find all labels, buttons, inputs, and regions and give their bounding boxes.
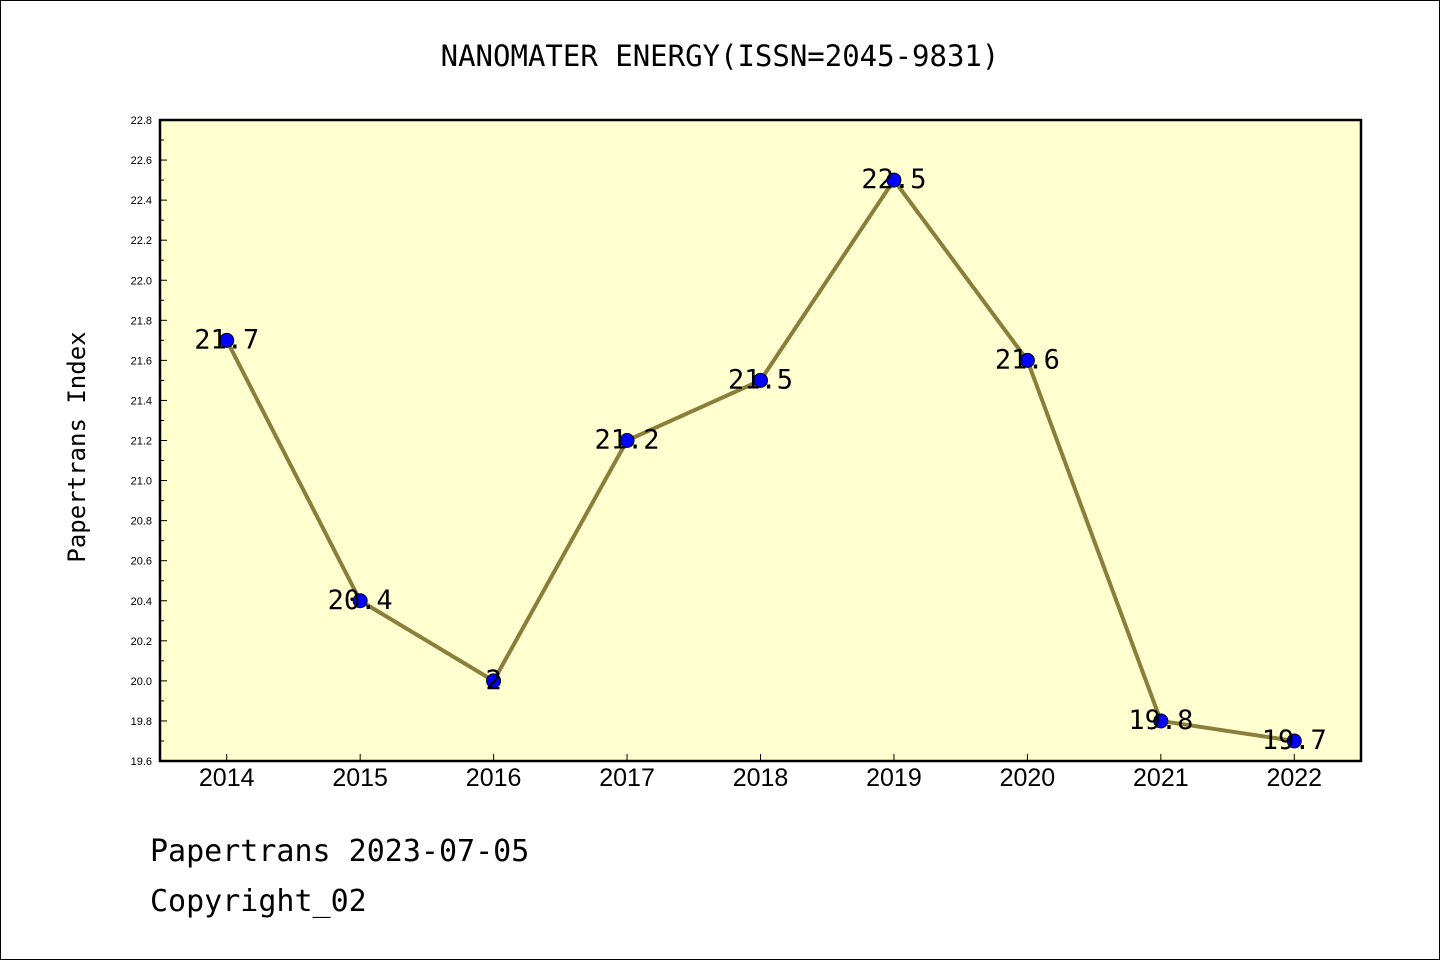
x-tick-label: 2016 xyxy=(466,764,522,792)
data-point xyxy=(619,433,635,448)
data-label: 21.7 xyxy=(194,324,259,355)
data-point xyxy=(352,593,368,609)
chart-title: NANOMATER ENERGY(ISSN=2045-9831) xyxy=(441,39,1000,73)
x-tick-label: 2014 xyxy=(199,764,255,792)
y-tick-label: 22.6 xyxy=(131,155,152,167)
data-point xyxy=(486,673,502,689)
y-tick-label: 21.0 xyxy=(131,476,152,488)
x-tick-label: 2019 xyxy=(866,764,922,792)
x-tick-label: 2021 xyxy=(1133,764,1189,792)
data-markers xyxy=(219,172,1302,749)
plot-background xyxy=(160,120,1361,761)
y-axis-label: Papertrans Index xyxy=(63,331,91,562)
data-labels: 21.7 20.4 2 21.2 21.5 22.5 21.6 19.8 19.7 xyxy=(194,164,1327,756)
x-tick-label: 2018 xyxy=(733,764,789,792)
y-tick-label: 22.8 xyxy=(131,115,152,127)
y-tick-label: 22.2 xyxy=(131,235,152,247)
y-tick-label: 20.4 xyxy=(131,596,152,608)
y-tick-label: 20.8 xyxy=(131,516,152,528)
y-tick-label: 19.8 xyxy=(131,716,152,728)
data-label: 2 xyxy=(485,665,501,696)
x-tick-label: 2020 xyxy=(1000,764,1056,792)
y-tick-label: 20.6 xyxy=(131,556,152,568)
data-point xyxy=(1019,352,1035,368)
y-tick-label: 22.4 xyxy=(131,195,152,207)
y-tick-label: 21.2 xyxy=(131,436,152,448)
data-point xyxy=(219,332,235,348)
data-label: 19.7 xyxy=(1262,725,1327,756)
data-label: 20.4 xyxy=(328,585,393,616)
x-tick-label: 2017 xyxy=(599,764,655,792)
x-tick-label: 2015 xyxy=(332,764,388,792)
y-tick-label: 20.2 xyxy=(131,636,152,648)
x-axis: 2014 2015 2016 2017 2018 2019 2020 2021 2022 xyxy=(199,754,1322,792)
data-label: 19.8 xyxy=(1128,705,1193,736)
data-label: 21.5 xyxy=(728,364,793,395)
plot-border xyxy=(158,118,1363,763)
data-point xyxy=(1286,733,1302,749)
y-tick-label: 21.8 xyxy=(131,315,152,327)
data-point xyxy=(886,172,902,188)
y-tick-label: 19.6 xyxy=(131,756,152,768)
y-tick-label: 21.4 xyxy=(131,395,152,407)
data-point xyxy=(753,372,768,388)
y-tick-label: 21.6 xyxy=(131,355,152,367)
data-label: 21.6 xyxy=(995,344,1060,375)
footer-copyright: Copyright_02 xyxy=(150,884,367,919)
footer-date: Papertrans 2023-07-05 xyxy=(150,834,530,869)
y-tick-label: 22.0 xyxy=(131,275,152,287)
data-point xyxy=(1153,713,1169,729)
x-tick-label: 2022 xyxy=(1266,764,1322,792)
data-label: 22.5 xyxy=(861,164,926,195)
data-label: 21.2 xyxy=(595,425,660,456)
y-tick-label: 20.0 xyxy=(131,676,152,688)
